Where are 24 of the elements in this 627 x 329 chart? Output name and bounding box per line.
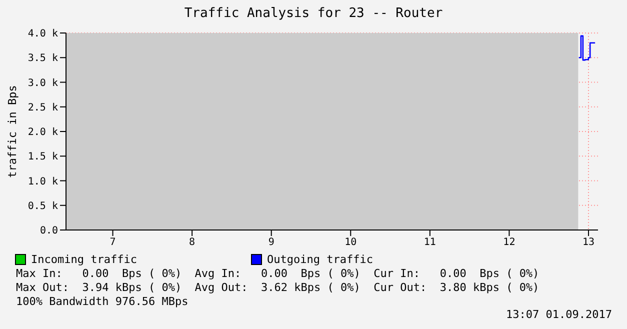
- y-tick-label: 1.5 k: [28, 152, 58, 163]
- x-tick-label: 7: [110, 237, 116, 248]
- text: 13:07 01.09.2017: [506, 308, 612, 321]
- y-tick-label: 4.0 k: [28, 28, 58, 40]
- y-tick-label: 3.0 k: [28, 78, 58, 89]
- text: Max In: 0.00 Bps ( 0%) Avg In: 0.00 Bps ( 0%) Cur In: 0.00 Bps ( 0%): [16, 267, 540, 280]
- x-tick-label: 10: [344, 237, 357, 248]
- x-tick-label: 9: [268, 237, 274, 248]
- y-axis-title: traffic in Bps: [6, 85, 19, 178]
- x-tick-label: 11: [424, 237, 436, 248]
- x-tick-label: 8: [189, 237, 196, 248]
- x-tick-label: 13: [582, 237, 595, 248]
- y-tick-label: 0.5 k: [28, 200, 58, 212]
- y-tick-label: 3.5 k: [28, 53, 58, 64]
- text: 100% Bandwidth 976.56 MBps: [16, 295, 188, 308]
- text: Max Out: 3.94 kBps ( 0%) Avg Out: 3.62 kBps ( 0%) Cur Out: 3.80 kBps ( 0%): [16, 281, 540, 294]
- y-tick-label: 2.5 k: [28, 102, 58, 114]
- legend-label: Outgoing traffic: [267, 253, 373, 266]
- y-tick-label: 0.0: [40, 226, 58, 237]
- chart-title: Traffic Analysis for 23 -- Router: [183, 6, 444, 21]
- legend-label: Incoming traffic: [31, 253, 137, 266]
- y-tick-label: 2.0 k: [28, 127, 58, 138]
- y-tick-label: 1.0 k: [28, 176, 58, 188]
- x-tick-label: 12: [503, 237, 516, 248]
